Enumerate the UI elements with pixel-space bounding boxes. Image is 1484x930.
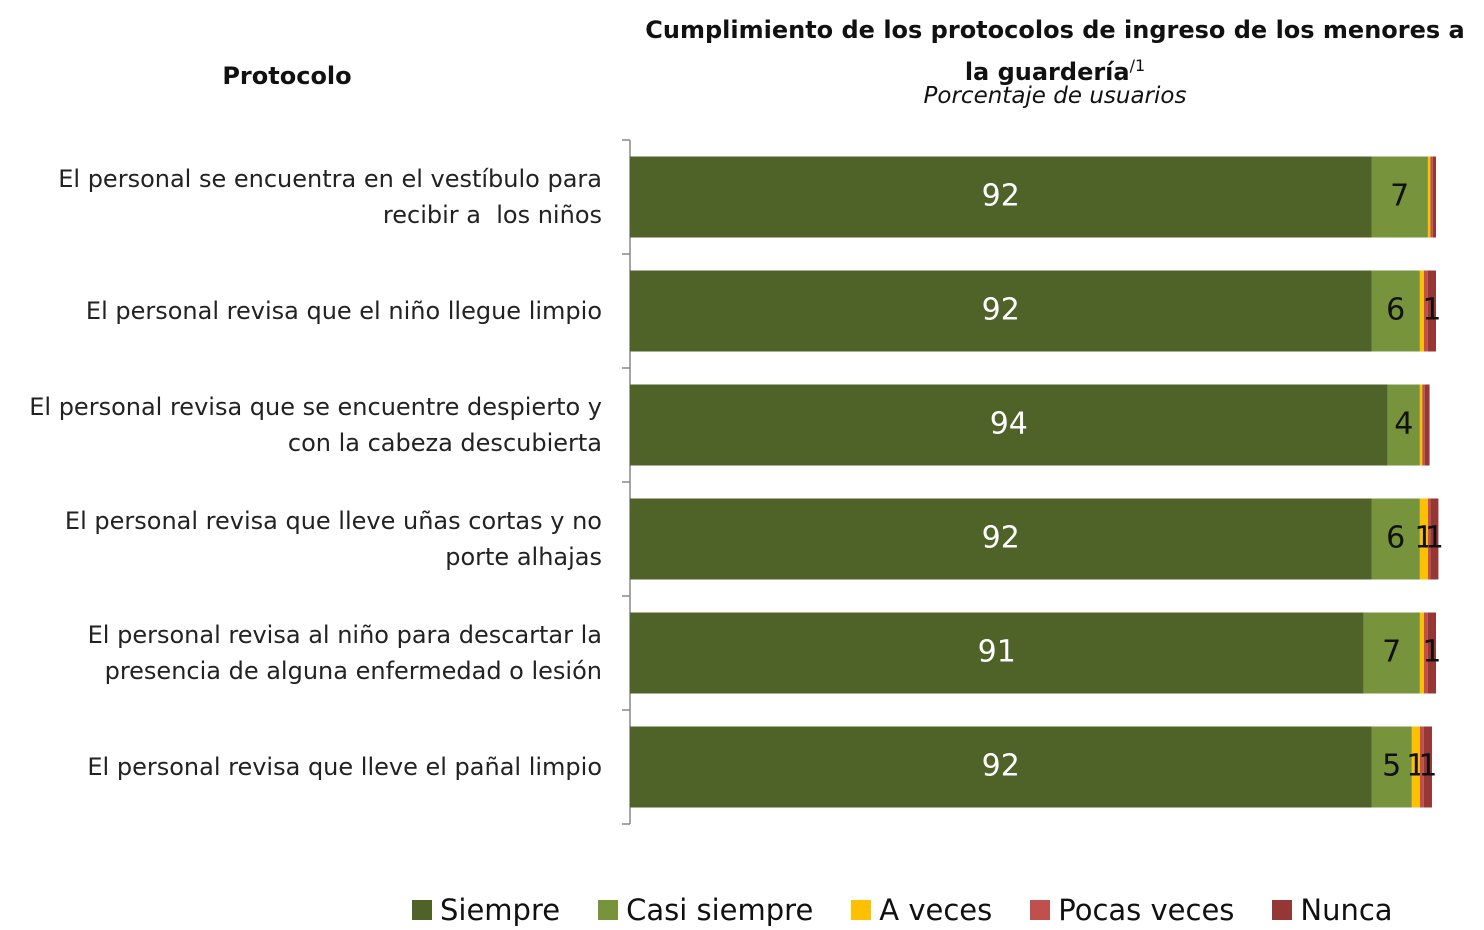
legend-item: Pocas veces (1030, 893, 1234, 927)
data-label: 92 (982, 521, 1020, 556)
data-label: 6 (1386, 293, 1405, 328)
bar-segment (1419, 498, 1428, 580)
legend-swatch (1272, 900, 1293, 920)
bar-segment (1423, 726, 1432, 808)
data-label: 92 (982, 179, 1020, 214)
bar-segment (1419, 384, 1423, 466)
legend-item: A veces (851, 893, 992, 927)
bar-segment (630, 270, 1372, 352)
category-label: El personal revisa que lleve el pañal li… (87, 753, 602, 781)
legend-swatch (851, 900, 872, 920)
bar-segment (1371, 156, 1428, 238)
bar-segment (1371, 726, 1412, 808)
data-label: 1 (1422, 293, 1441, 328)
bar-segment (630, 156, 1372, 238)
bar-segment (1424, 384, 1430, 466)
data-label: 6 (1386, 521, 1405, 556)
legend: Siempre Casi siempre A veces Pocas veces Nun… (412, 893, 1393, 927)
legend-swatch (1030, 900, 1051, 920)
axis-title: Protocolo (222, 62, 352, 90)
legend-swatch (412, 900, 432, 920)
bar-segment (1427, 498, 1431, 580)
bar-segment (1371, 498, 1420, 580)
data-label: 1 (1422, 635, 1441, 670)
bar-segment (1432, 156, 1436, 238)
title-note: /1 (1129, 56, 1146, 75)
bar-segment (1430, 498, 1439, 580)
chart-title: Cumplimiento de los protocolos de ingres… (630, 12, 1480, 90)
bar-segment (630, 726, 1372, 808)
legend-label: Nunca (1300, 893, 1393, 927)
data-label: 5 (1382, 749, 1401, 784)
legend-item: Nunca (1272, 893, 1393, 927)
data-label: 1 (1418, 749, 1437, 784)
bar-segment (1423, 270, 1428, 352)
legend-label: Siempre (440, 893, 561, 927)
legend-item: Siempre (412, 893, 560, 927)
data-label: 92 (982, 749, 1020, 784)
data-label: 92 (982, 293, 1020, 328)
bar-segment (1419, 612, 1424, 694)
bar-segment (1387, 384, 1420, 466)
bar-segment (1430, 156, 1433, 238)
bar-segment (630, 498, 1372, 580)
bar-segment (1427, 270, 1436, 352)
category-label: El personal revisa al niño para descarta… (87, 621, 610, 685)
bar-segment (1419, 270, 1424, 352)
category-label: El personal se encuentra en el vestíbulo… (58, 165, 610, 229)
bar-segment (1427, 156, 1431, 238)
title-text: Cumplimiento de los protocolos de ingres… (645, 16, 1465, 86)
bar-segment (1427, 612, 1436, 694)
bar-segment (1422, 384, 1425, 466)
category-label: El personal revisa que lleve uñas cortas… (64, 507, 610, 571)
bar-segment (1411, 726, 1420, 808)
data-label: 7 (1382, 635, 1401, 670)
legend-item: Casi siempre (598, 893, 813, 927)
bar-segment (1363, 612, 1420, 694)
bar-segment (630, 384, 1388, 466)
bar-segment (1423, 612, 1428, 694)
category-label: El personal revisa que el niño llegue li… (85, 297, 602, 325)
legend-swatch (598, 900, 619, 920)
data-label: 1 (1425, 521, 1444, 556)
legend-label: Pocas veces (1058, 893, 1235, 927)
data-label: 4 (1394, 407, 1413, 442)
bar-segment (1371, 270, 1420, 352)
data-label: 94 (990, 407, 1028, 442)
data-label: 7 (1390, 179, 1409, 214)
bar-segment (630, 612, 1364, 694)
bar-segment (1419, 726, 1424, 808)
category-label: El personal revisa que se encuentre desp… (29, 393, 610, 457)
legend-label: Casi siempre (626, 893, 814, 927)
data-label: 91 (978, 635, 1016, 670)
chart-subtitle: Porcentaje de usuarios (923, 83, 1187, 109)
legend-label: A veces (879, 893, 993, 927)
